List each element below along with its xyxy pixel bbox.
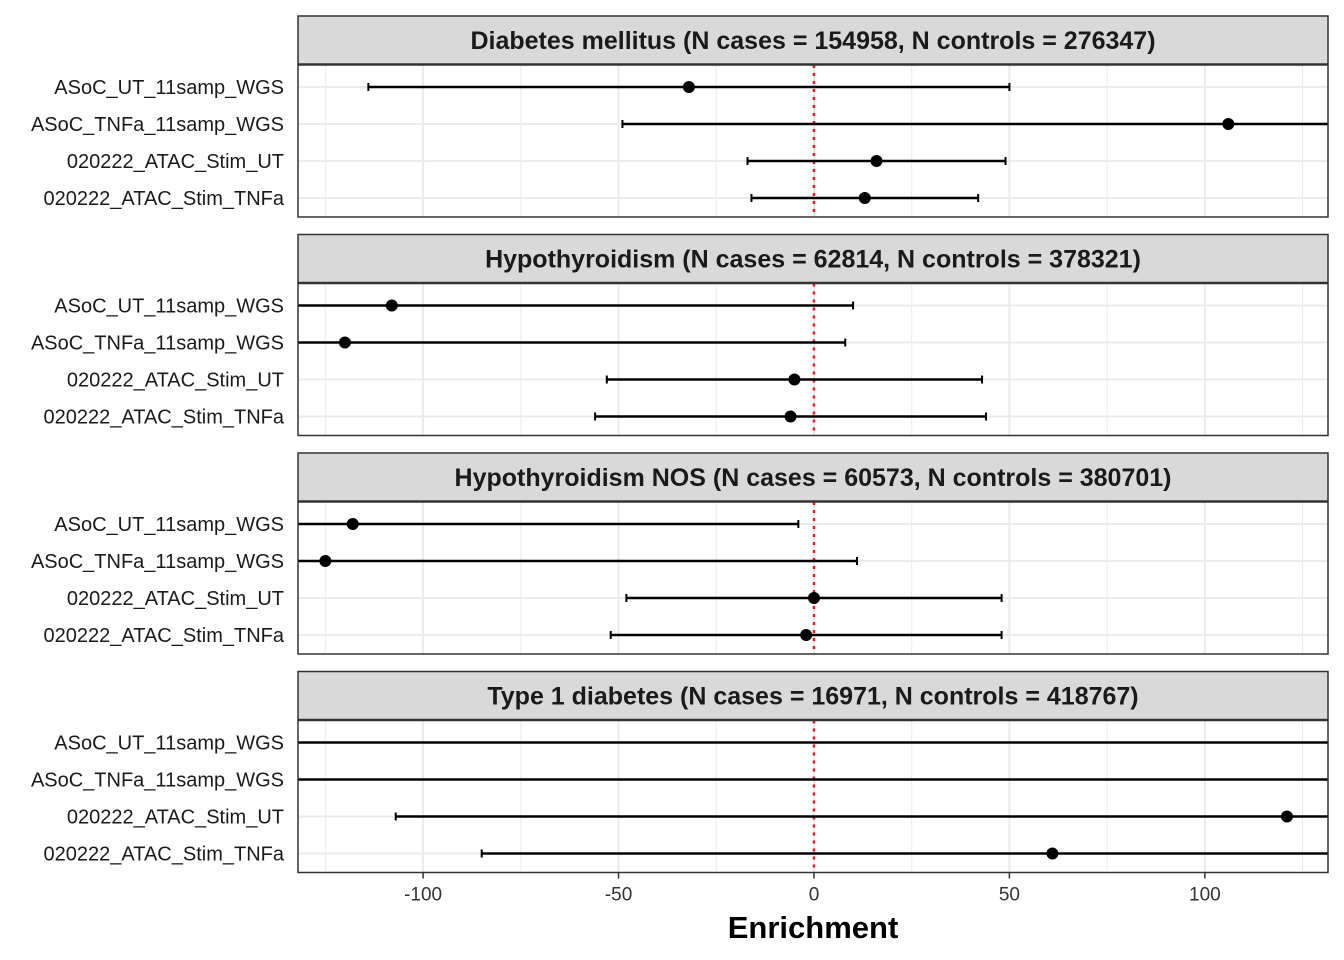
facet-strip <box>297 452 1329 502</box>
x-tick-label: 0 <box>809 885 820 906</box>
facet-title: Diabetes mellitus (N cases = 154958, N c… <box>470 27 1155 55</box>
point-estimate <box>788 373 801 386</box>
point-estimate <box>1222 118 1235 130</box>
point-estimate <box>800 629 813 641</box>
panel-border <box>297 282 1329 437</box>
point-estimate <box>346 518 359 530</box>
x-tick-label: 100 <box>1189 885 1221 906</box>
facet-panel-4: Type 1 diabetes (N cases = 16971, N cont… <box>31 670 1329 874</box>
x-tick-label: -50 <box>605 885 632 906</box>
y-tick-label: ASoC_UT_11samp_WGS <box>54 77 284 99</box>
y-tick-label: ASoC_TNFa_11samp_WGS <box>31 551 284 573</box>
y-tick-label: 020222_ATAC_Stim_UT <box>67 588 284 610</box>
y-tick-label: ASoC_TNFa_11samp_WGS <box>31 114 284 136</box>
y-tick-label: ASoC_UT_11samp_WGS <box>54 296 284 318</box>
y-tick-label: 020222_ATAC_Stim_TNFa <box>44 844 285 866</box>
facet-panel-1: Diabetes mellitus (N cases = 154958, N c… <box>31 15 1329 218</box>
panel-border <box>297 719 1329 874</box>
facet-panel-2: Hypothyroidism (N cases = 62814, N contr… <box>31 233 1329 437</box>
y-tick-label: ASoC_UT_11samp_WGS <box>54 514 284 536</box>
facet-strip <box>297 670 1329 721</box>
y-tick-label: 020222_ATAC_Stim_UT <box>67 151 284 173</box>
facet-title: Hypothyroidism (N cases = 62814, N contr… <box>485 246 1141 274</box>
point-estimate <box>784 410 797 423</box>
point-estimate <box>807 592 820 604</box>
facet-title: Type 1 diabetes (N cases = 16971, N cont… <box>487 683 1138 711</box>
y-tick-label: ASoC_UT_11samp_WGS <box>54 733 284 755</box>
point-estimate <box>385 299 398 312</box>
y-tick-label: ASoC_TNFa_11samp_WGS <box>31 770 284 792</box>
y-tick-label: 020222_ATAC_Stim_TNFa <box>44 407 285 429</box>
x-tick-label: 50 <box>999 885 1020 906</box>
x-axis-title: Enrichment <box>728 910 899 945</box>
y-tick-label: ASoC_TNFa_11samp_WGS <box>31 333 284 355</box>
point-estimate <box>319 555 332 567</box>
point-estimate <box>682 81 695 93</box>
point-estimate <box>870 155 883 167</box>
y-tick-label: 020222_ATAC_Stim_TNFa <box>44 625 285 647</box>
y-tick-label: 020222_ATAC_Stim_UT <box>67 807 284 829</box>
facet-title: Hypothyroidism NOS (N cases = 60573, N c… <box>455 464 1172 492</box>
point-estimate <box>338 336 351 349</box>
point-estimate <box>858 192 871 204</box>
x-tick-label: -100 <box>404 885 442 906</box>
facet-panel-3: Hypothyroidism NOS (N cases = 60573, N c… <box>31 452 1329 655</box>
y-tick-label: 020222_ATAC_Stim_UT <box>67 370 284 392</box>
facet-strip <box>297 15 1329 65</box>
point-estimate <box>1280 810 1293 823</box>
y-tick-label: 020222_ATAC_Stim_TNFa <box>44 188 285 210</box>
point-estimate <box>1046 847 1059 860</box>
panel-border <box>297 501 1329 655</box>
facet-strip <box>297 233 1329 284</box>
panel-border <box>297 64 1329 218</box>
